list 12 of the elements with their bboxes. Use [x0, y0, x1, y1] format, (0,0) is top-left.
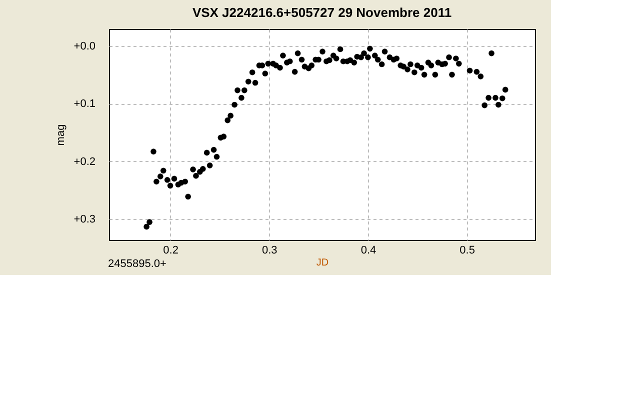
x-axis-title: JD: [316, 258, 329, 268]
text: 2455895.0+: [108, 258, 166, 270]
y-tick-label: +0.2: [74, 156, 96, 168]
y-tick-label: +0.3: [74, 214, 96, 226]
y-axis-title: mag: [54, 124, 67, 146]
chart-title: VSX J224216.6+505727 29 Novembre 2011: [192, 5, 452, 20]
x-tick-label: 0.3: [262, 244, 278, 256]
x-tick-label: 0.2: [163, 244, 178, 256]
x-tick-label: 0.5: [460, 244, 475, 256]
y-tick-label: +0.1: [74, 98, 96, 110]
y-tick-label: +0.0: [74, 40, 96, 52]
x-tick-label: 0.4: [360, 244, 376, 256]
